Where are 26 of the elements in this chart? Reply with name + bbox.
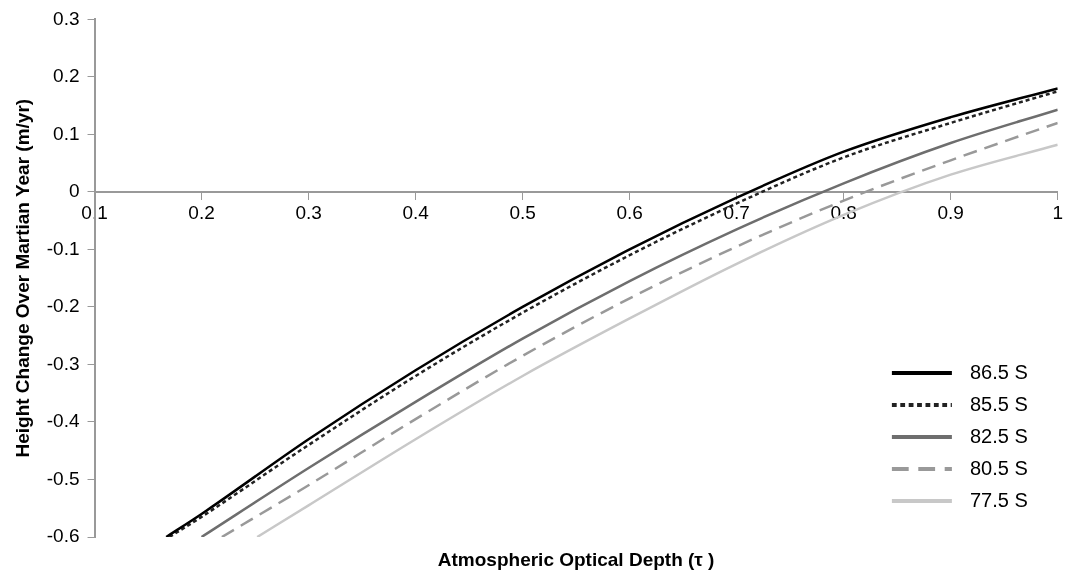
x-tick-label: 1 bbox=[1052, 201, 1064, 223]
y-tick-label: 0.3 bbox=[53, 7, 80, 29]
x-tick-label: 0.1 bbox=[81, 201, 108, 223]
legend-label: 85.5 S bbox=[969, 392, 1028, 415]
x-tick-label: 0.2 bbox=[188, 201, 215, 223]
x-tick-label: 0.9 bbox=[937, 201, 964, 223]
legend-label: 86.5 S bbox=[969, 360, 1028, 383]
legend-label: 77.5 S bbox=[969, 488, 1028, 511]
y-axis-title: Height Change Over Martian Year (m/yr) bbox=[11, 98, 33, 458]
y-tick-label: -0.2 bbox=[46, 295, 80, 317]
legend-label: 80.5 S bbox=[969, 456, 1028, 479]
y-tick-label: -0.4 bbox=[46, 410, 80, 432]
x-axis-title: Atmospheric Optical Depth (τ ) bbox=[437, 549, 715, 571]
y-tick-label: 0 bbox=[68, 180, 80, 202]
x-tick-label: 0.5 bbox=[509, 201, 536, 223]
legend-label: 82.5 S bbox=[969, 424, 1028, 447]
x-tick-label: 0.4 bbox=[402, 201, 430, 223]
y-tick-label: -0.3 bbox=[46, 352, 80, 374]
y-tick-label: -0.6 bbox=[46, 525, 80, 547]
x-tick-label: 0.3 bbox=[295, 201, 322, 223]
y-tick-label: 0.2 bbox=[53, 65, 80, 87]
y-tick-label: 0.1 bbox=[53, 122, 80, 144]
y-tick-label: -0.5 bbox=[46, 467, 80, 489]
x-tick-label: 0.7 bbox=[723, 201, 750, 223]
y-tick-label: -0.1 bbox=[46, 237, 80, 259]
x-tick-label: 0.6 bbox=[616, 201, 643, 223]
